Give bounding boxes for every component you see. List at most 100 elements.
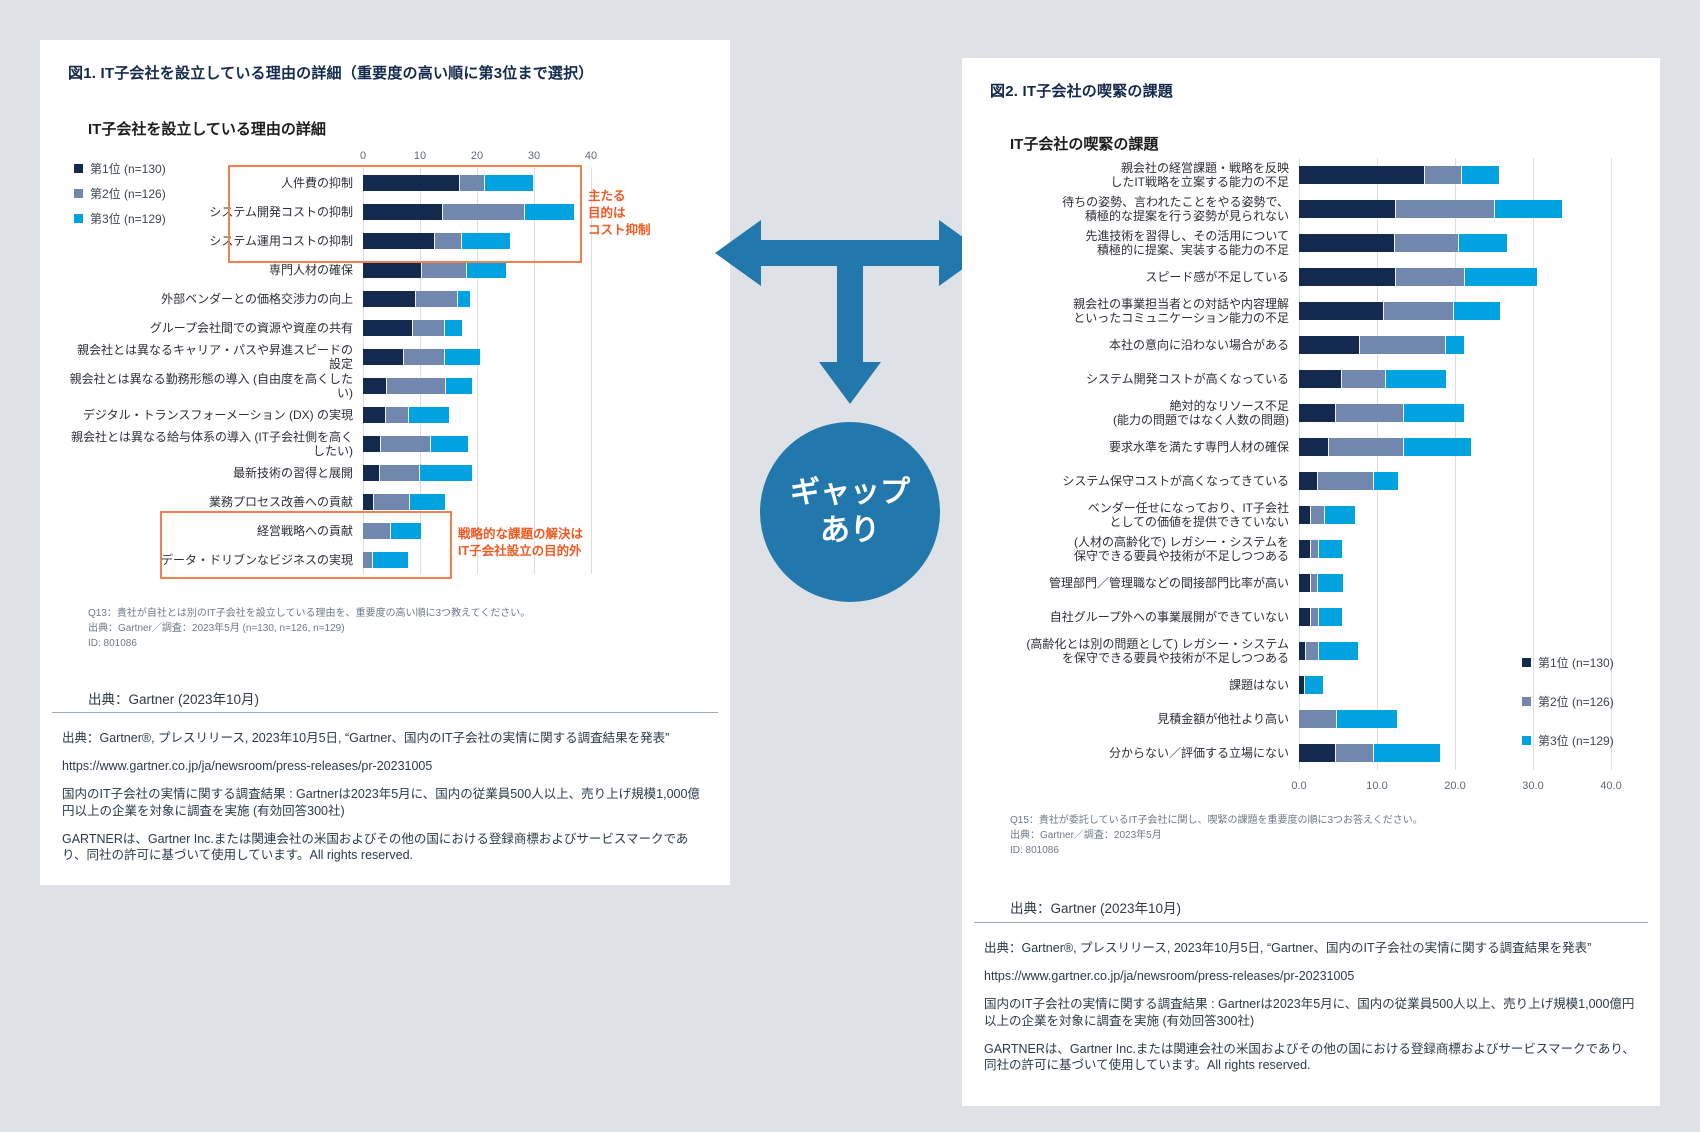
bar-segment-rank1	[1299, 200, 1395, 218]
chart-row: システム保守コストが高くなってきている	[974, 464, 1611, 498]
text-line: ギャップ	[790, 476, 910, 509]
text-line: IT子会社設立の目的外	[458, 544, 582, 558]
category-label: 絶対的なリソース不足 (能力の問題ではなく人数の問題)	[1113, 399, 1289, 427]
text-line: GARTNERは、Gartner Inc.または関連会社の米国およびその他の国に…	[62, 831, 689, 863]
text-line: ID: 801086	[88, 638, 137, 649]
bar-segment-rank1	[363, 406, 386, 423]
category-label: 親会社とは異なるキャリア・パスや昇進スピードの設定	[76, 342, 353, 371]
cost-annotation: 主たる 目的は コスト抑制	[588, 188, 651, 239]
bar-segment-rank2	[1334, 404, 1403, 422]
chart-row: デジタル・トランスフォーメーション (DX) の実現	[68, 400, 591, 429]
chart-row: 親会社とは異なる給与体系の導入 (IT子会社側を高くしたい)	[68, 429, 591, 458]
category-label: 本社の意向に沿わない場合がある	[1108, 338, 1289, 352]
category-label: 自社グループ外への事業展開ができていない	[1049, 610, 1289, 624]
bar-segment-rank3	[444, 348, 481, 365]
text-line: 出典：Gartner®, プレスリリース, 2023年10月5日, “Gartn…	[984, 941, 1592, 955]
figure2-question-note: Q15：貴社が委託しているIT子会社に関し、喫緊の課題を重要度の順に3つお答えく…	[1010, 813, 1423, 858]
legend-item: 第1位 (n=130)	[1522, 654, 1614, 671]
bar-segment-rank2	[1394, 200, 1495, 218]
axis-tick-label: 0	[359, 150, 367, 162]
bar-segment-rank3	[445, 377, 472, 394]
figure2-legend: 第1位 (n=130) 第2位 (n=126) 第3位 (n=129)	[1522, 654, 1614, 771]
category-label: (高齢化とは別の問題として) レガシー・システム を保守できる要員や技術が不足しつ…	[1026, 637, 1289, 665]
stacked-bar	[363, 319, 462, 336]
category-label: グループ会社間での資源や資産の共有	[149, 320, 353, 335]
axis-tick-label: 40	[584, 150, 598, 162]
stacked-bar	[363, 493, 446, 510]
bar-segment-rank2	[1309, 574, 1318, 592]
chart-row: システム開発コストの抑制	[68, 197, 591, 226]
bar-segment-rank1	[1299, 744, 1335, 762]
stacked-bar	[1299, 608, 1343, 626]
chart-row: 親会社とは異なる勤務形態の導入 (自由度を高くしたい)	[68, 371, 591, 400]
category-label: システム運用コストの抑制	[209, 233, 353, 248]
bar-segment-rank3	[371, 551, 408, 568]
chart-row: ベンダー任せになっており、IT子会社 としての価値を提供できていない	[974, 498, 1611, 532]
bar-segment-rank3	[466, 261, 507, 278]
bar-segment-rank2	[386, 377, 446, 394]
bar-segment-rank2	[380, 435, 431, 452]
stacked-bar	[1299, 438, 1472, 456]
stacked-bar	[1299, 200, 1562, 218]
bar-segment-rank1	[1299, 438, 1328, 456]
chart-row: 人件費の抑制	[68, 168, 591, 197]
legend-item: 第2位 (n=126)	[74, 185, 166, 202]
bar-segment-rank3	[409, 493, 446, 510]
bar-segment-rank1	[1299, 166, 1424, 184]
category-label: スピード感が不足している	[1145, 270, 1289, 284]
category-label: 親会社の事業担当者との対話や内容理解 といったコミュニケーション能力の不足	[1073, 297, 1289, 325]
bar-segment-rank2	[1299, 710, 1337, 728]
chart-row: 絶対的なリソース不足 (能力の問題ではなく人数の問題)	[974, 396, 1611, 430]
legend-item: 第3位 (n=129)	[74, 210, 166, 227]
bar-segment-rank3	[1324, 506, 1355, 524]
bar-segment-rank3	[444, 319, 462, 336]
bar-segment-rank3	[1317, 540, 1343, 558]
gap-circle: ギャップ あり	[760, 422, 940, 602]
text-line: 目的は	[588, 206, 626, 220]
chart-row: 課題はない	[974, 668, 1611, 702]
bar-segment-rank1	[1299, 234, 1395, 252]
bar-segment-rank3	[389, 522, 421, 539]
legend-swatch-icon	[74, 164, 83, 173]
stacked-bar	[1299, 744, 1440, 762]
chart-row: 要求水準を満たす専門人材の確保	[974, 430, 1611, 464]
axis-tick-label: 40.0	[1600, 780, 1622, 792]
legend-label: 第1位 (n=130)	[90, 162, 166, 176]
chart-row: 先進技術を習得し、その活用について 積極的に提案、実装する能力の不足	[974, 226, 1611, 260]
bar-segment-rank3	[1461, 166, 1500, 184]
bar-segment-rank1	[1299, 642, 1306, 660]
gridline	[1299, 158, 1300, 770]
category-label: 要求水準を満たす専門人材の確保	[1108, 440, 1289, 454]
text-line: あり	[820, 514, 880, 547]
bar-segment-rank1	[1299, 506, 1310, 524]
chart-row: 外部ベンダーとの価格交渉力の向上	[68, 284, 591, 313]
stacked-bar	[363, 406, 450, 423]
bar-segment-rank3	[1463, 268, 1537, 286]
bar-segment-rank2	[1309, 506, 1325, 524]
bar-segment-rank2	[363, 551, 372, 568]
text-line: 国内のIT子会社の実情に関する調査結果 : Gartnerは2023年5月に、国…	[984, 996, 1635, 1028]
stacked-bar	[363, 348, 481, 365]
strategy-annotation: 戦略的な課題の解決は IT子会社設立の目的外	[458, 526, 583, 560]
stacked-bar	[1299, 166, 1500, 184]
bar-segment-rank2	[442, 203, 524, 220]
chart-row: 経営戦略への貢献	[68, 516, 591, 545]
bar-segment-rank3	[1303, 676, 1324, 694]
category-label: 業務プロセス改善への貢献	[208, 494, 353, 509]
bar-segment-rank2	[1316, 472, 1373, 490]
bar-segment-rank2	[363, 522, 390, 539]
stacked-bar	[363, 261, 507, 278]
text-line: 出典：Gartner／調査：2023年5月 (n=130, n=126, n=1…	[88, 623, 345, 634]
category-label: デジタル・トランスフォーメーション (DX) の実現	[82, 407, 353, 422]
bar-segment-rank1	[1299, 574, 1310, 592]
bar-segment-rank1	[363, 232, 434, 249]
text-line: コスト抑制	[588, 223, 651, 237]
bar-segment-rank3	[1494, 200, 1562, 218]
bar-segment-rank3	[1385, 370, 1447, 388]
bar-segment-rank1	[363, 319, 413, 336]
bar-segment-rank3	[483, 174, 534, 191]
stacked-bar	[363, 203, 575, 220]
chart-row: 管理部門／管理職などの間接部門比率が高い	[974, 566, 1611, 600]
gridline	[1533, 158, 1534, 770]
legend-label: 第3位 (n=129)	[90, 212, 166, 226]
